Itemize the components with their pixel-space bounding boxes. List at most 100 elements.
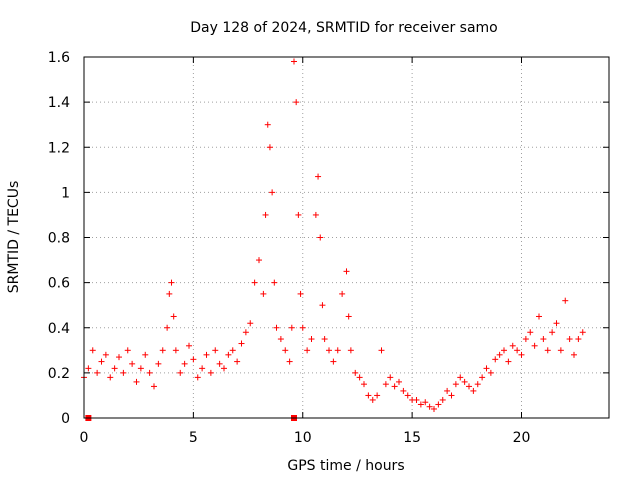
data-point bbox=[260, 290, 267, 297]
data-point bbox=[466, 383, 472, 390]
data-point bbox=[266, 144, 273, 151]
data-point bbox=[207, 369, 214, 376]
grid-layer bbox=[84, 57, 609, 418]
x-tick-label: 10 bbox=[294, 430, 312, 446]
data-point bbox=[431, 405, 437, 412]
data-point bbox=[422, 399, 429, 406]
data-point bbox=[527, 329, 534, 336]
data-point bbox=[111, 365, 118, 372]
data-point bbox=[297, 290, 304, 297]
data-point bbox=[242, 329, 249, 336]
data-point bbox=[151, 383, 157, 390]
data-point bbox=[531, 342, 538, 349]
data-point bbox=[277, 336, 284, 343]
data-point bbox=[216, 360, 223, 367]
data-point bbox=[194, 374, 201, 381]
data-point bbox=[155, 360, 162, 367]
data-point bbox=[137, 365, 144, 372]
data-point bbox=[291, 58, 297, 65]
data-point bbox=[457, 374, 464, 381]
data-point bbox=[522, 336, 529, 343]
data-point bbox=[343, 268, 350, 275]
data-point bbox=[129, 360, 136, 367]
data-point bbox=[164, 324, 171, 331]
data-point bbox=[514, 347, 521, 354]
data-point bbox=[352, 369, 359, 376]
data-point bbox=[382, 381, 389, 388]
x-tick-label: 15 bbox=[403, 430, 421, 446]
data-point bbox=[470, 387, 477, 394]
data-point bbox=[361, 381, 367, 388]
data-point bbox=[319, 302, 326, 309]
data-point bbox=[190, 356, 197, 363]
x-tick-label: 20 bbox=[513, 430, 531, 446]
data-point bbox=[575, 336, 582, 343]
data-point bbox=[317, 234, 324, 241]
data-point bbox=[479, 374, 486, 381]
data-point bbox=[269, 189, 276, 196]
y-tick-label: 0.4 bbox=[48, 321, 70, 337]
data-point bbox=[94, 369, 101, 376]
y-tick-label: 1 bbox=[61, 185, 70, 201]
data-point bbox=[168, 279, 175, 286]
data-point bbox=[509, 342, 516, 349]
data-point bbox=[492, 356, 499, 363]
data-point bbox=[221, 365, 227, 372]
data-point bbox=[271, 279, 278, 286]
data-point bbox=[146, 369, 153, 376]
data-point bbox=[120, 369, 127, 376]
y-tick-label: 0.2 bbox=[48, 366, 70, 382]
data-point bbox=[288, 324, 295, 331]
data-point bbox=[229, 347, 236, 354]
data-point bbox=[549, 329, 556, 336]
data-point bbox=[400, 387, 407, 394]
data-point bbox=[312, 211, 319, 218]
x-tick-label: 5 bbox=[189, 430, 198, 446]
data-point bbox=[391, 383, 398, 390]
data-point bbox=[345, 313, 352, 320]
data-point bbox=[304, 347, 311, 354]
data-point bbox=[461, 378, 468, 385]
y-tick-label: 0.8 bbox=[48, 231, 70, 247]
data-point bbox=[264, 121, 271, 128]
x-axis-label: GPS time / hours bbox=[287, 458, 404, 474]
data-point bbox=[566, 336, 573, 343]
data-point bbox=[487, 369, 494, 376]
data-point bbox=[505, 358, 512, 365]
data-point bbox=[553, 320, 560, 327]
data-point bbox=[199, 365, 206, 372]
data-point bbox=[452, 381, 459, 388]
data-point bbox=[518, 351, 525, 358]
data-point bbox=[116, 354, 122, 361]
data-point bbox=[374, 392, 381, 399]
data-point bbox=[413, 396, 420, 403]
data-point bbox=[295, 211, 302, 218]
data-point bbox=[166, 290, 173, 297]
data-point bbox=[251, 279, 258, 286]
data-point bbox=[170, 313, 177, 320]
data-point bbox=[483, 365, 490, 372]
data-point bbox=[426, 403, 433, 410]
data-point bbox=[562, 297, 569, 304]
data-point bbox=[444, 387, 451, 394]
plot-frame bbox=[83, 56, 610, 419]
data-point bbox=[315, 173, 322, 180]
data-point bbox=[326, 347, 332, 354]
data-point bbox=[439, 396, 446, 403]
data-point bbox=[124, 347, 131, 354]
x-tick-label: 0 bbox=[80, 430, 89, 446]
data-point bbox=[293, 99, 300, 106]
data-points bbox=[81, 58, 586, 412]
data-point bbox=[387, 374, 394, 381]
data-point bbox=[238, 340, 245, 347]
data-point bbox=[262, 211, 269, 218]
data-point bbox=[299, 324, 306, 331]
y-tick-label: 0 bbox=[61, 411, 70, 427]
data-point bbox=[212, 347, 219, 354]
data-point bbox=[540, 336, 547, 343]
chart-title: Day 128 of 2024, SRMTID for receiver sam… bbox=[190, 20, 498, 36]
data-point bbox=[172, 347, 179, 354]
data-point bbox=[435, 401, 442, 408]
data-point bbox=[247, 320, 254, 327]
